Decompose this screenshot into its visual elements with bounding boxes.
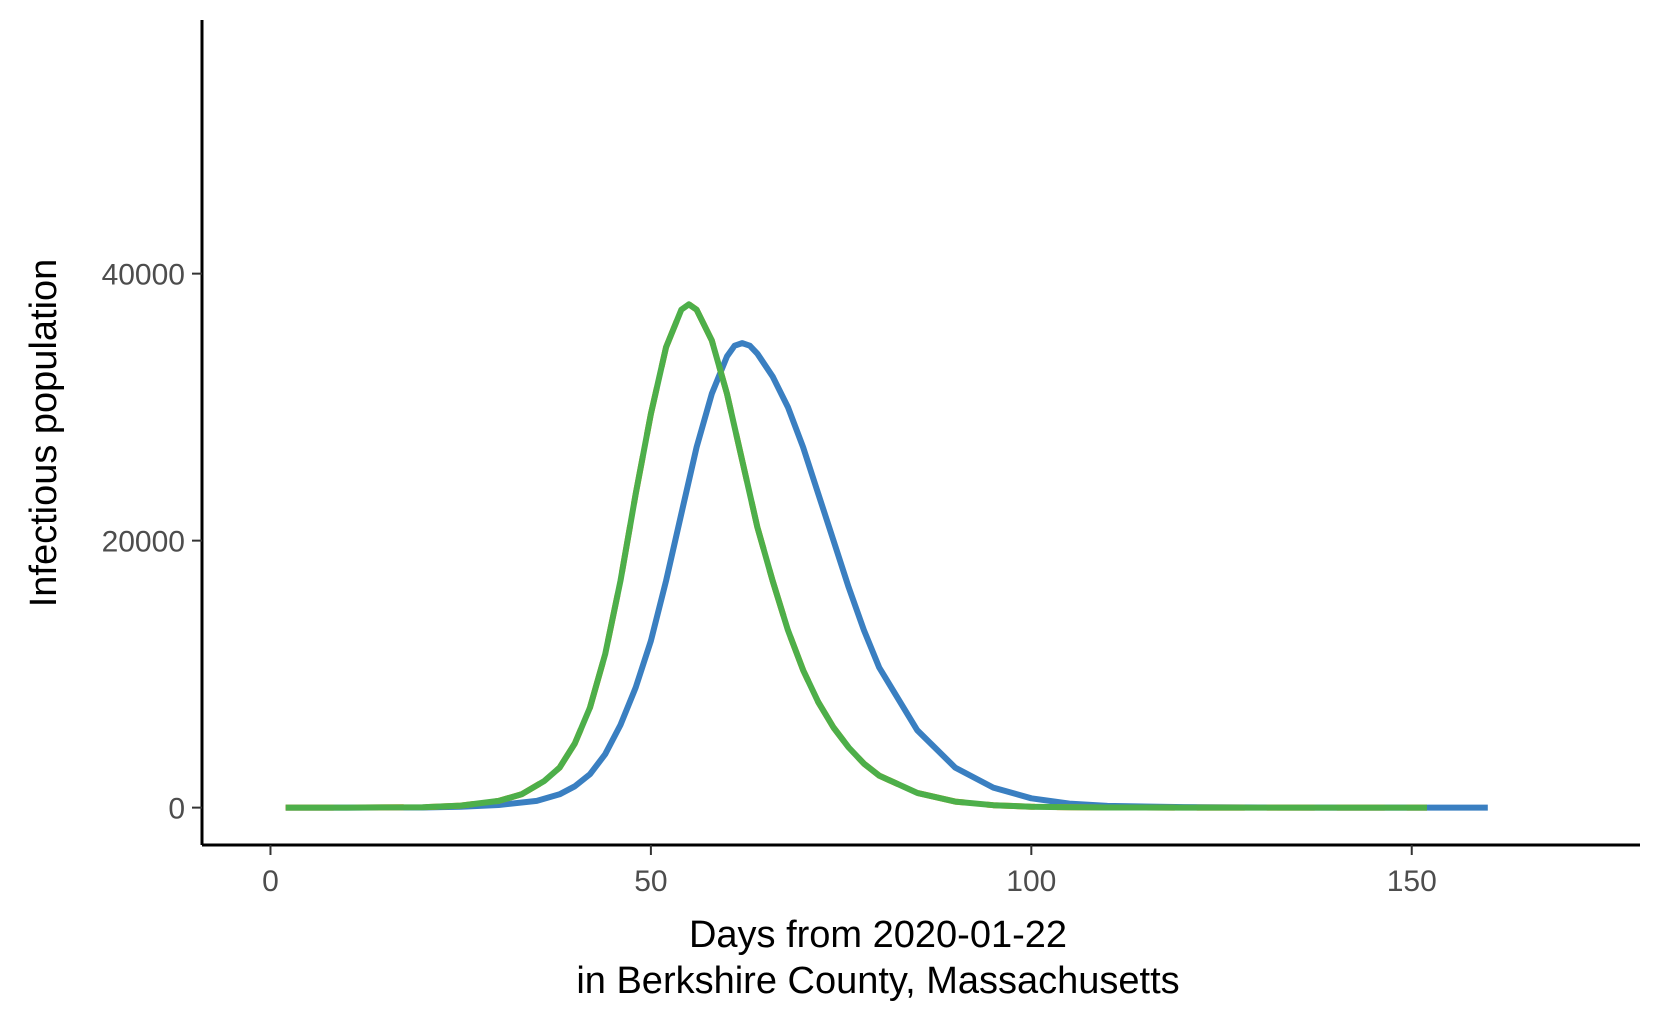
x-tick-label: 150	[1387, 865, 1437, 898]
x-tick-label: 0	[262, 865, 279, 898]
series-line-3	[285, 301, 1427, 811]
series-line-2	[285, 302, 1427, 810]
y-axis-title: Infectious population	[23, 259, 65, 608]
series-layer	[285, 301, 1488, 811]
y-tick-label: 40000	[102, 259, 185, 292]
x-tick-label: 50	[634, 865, 667, 898]
y-axis-ticks: 0 20000 40000	[102, 259, 202, 826]
x-axis-title-line2: in Berkshire County, Massachusetts	[576, 960, 1179, 1002]
series-line-1	[285, 340, 1488, 811]
y-tick-label: 20000	[102, 526, 185, 559]
x-axis-title-line1: Days from 2020-01-22	[689, 914, 1067, 956]
series-line-4	[285, 301, 1427, 811]
x-tick-label: 100	[1006, 865, 1056, 898]
x-axis-ticks: 0 50 100 150	[262, 845, 1437, 898]
y-tick-label: 0	[168, 793, 185, 826]
